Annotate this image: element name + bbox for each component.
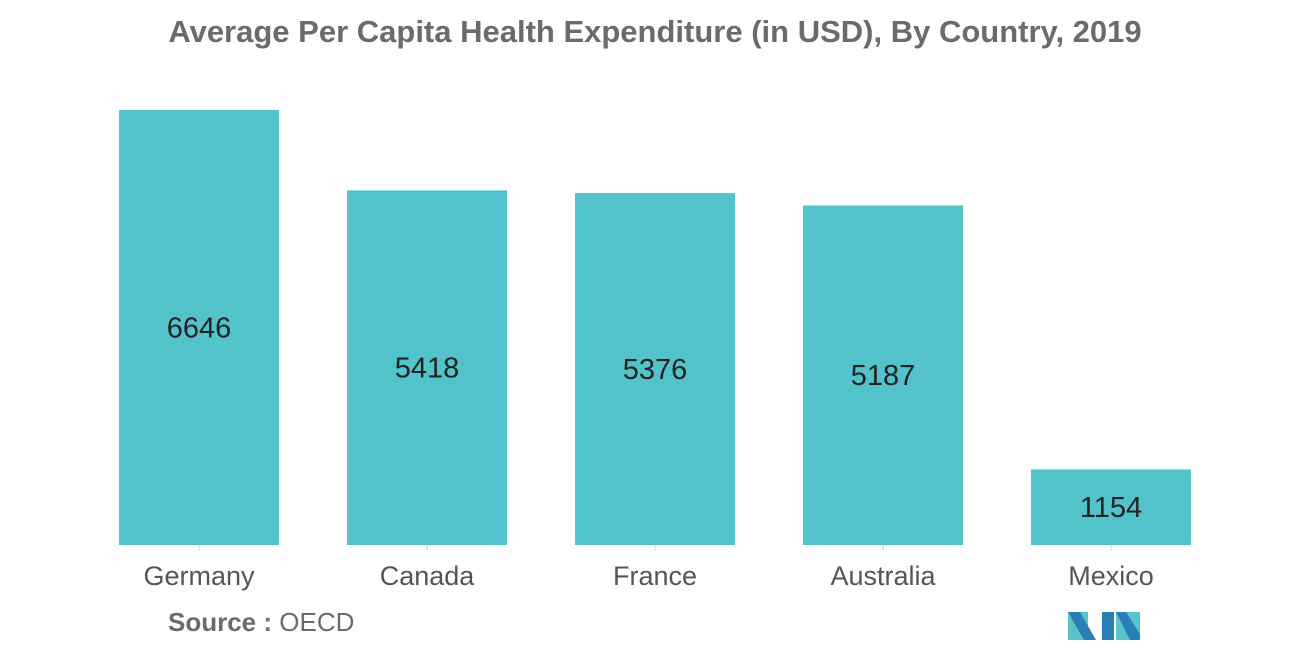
bar-france	[575, 193, 735, 545]
bar-australia	[803, 205, 963, 545]
data-label-germany: 6646	[167, 313, 232, 345]
data-label-mexico: 1154	[1080, 492, 1142, 524]
chart-title: Average Per Capita Health Expenditure (i…	[168, 14, 1142, 49]
data-label-france: 5376	[623, 354, 688, 386]
source-label: Source :	[168, 607, 273, 637]
bar-mexico	[1031, 469, 1191, 545]
x-tick-label-germany: Germany	[143, 561, 255, 591]
source-note: Source : OECD	[168, 607, 354, 638]
x-tick-label-mexico: Mexico	[1068, 561, 1154, 591]
data-label-canada: 5418	[395, 353, 460, 385]
bar-chart: 6646 Germany 5418 Canada 5376 France 5187 Austr…	[119, 110, 1191, 591]
bar-canada	[347, 190, 507, 545]
mordor-intelligence-logo-icon	[1068, 612, 1140, 640]
x-tick-label-france: France	[613, 561, 697, 591]
bar-germany	[119, 110, 279, 545]
source-value: OECD	[279, 607, 355, 637]
x-tick-label-canada: Canada	[380, 561, 476, 591]
data-label-australia: 5187	[851, 360, 916, 392]
x-tick-label-australia: Australia	[830, 561, 936, 591]
